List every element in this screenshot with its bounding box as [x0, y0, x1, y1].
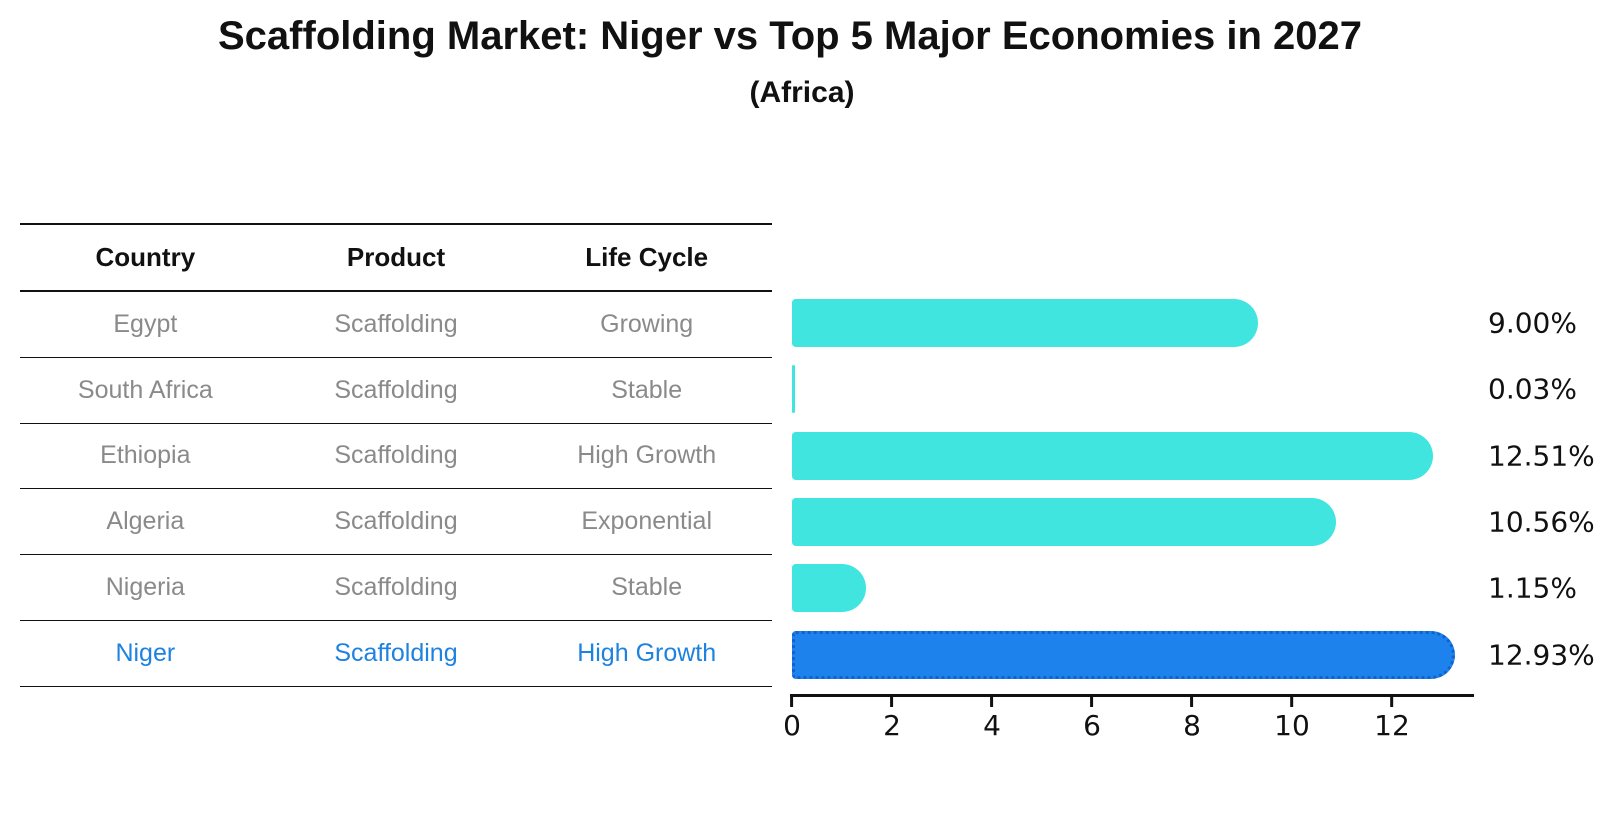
bar-row-south-africa: 0.03%	[792, 356, 1577, 422]
value-label-egypt: 9.00%	[1488, 306, 1577, 340]
bar-row-nigeria: 1.15%	[792, 555, 1577, 621]
x-tick-label: 10	[1274, 709, 1310, 742]
cell-lifecycle: Growing	[600, 309, 694, 338]
table-row: Egypt Scaffolding Growing	[20, 292, 772, 358]
value-label-algeria: 10.56%	[1488, 505, 1595, 539]
x-tick-mark	[1190, 696, 1194, 707]
x-tick: 2	[883, 696, 901, 742]
x-tick-label: 8	[1183, 709, 1201, 742]
cell-lifecycle: High Growth	[577, 441, 717, 470]
cell-lifecycle: Stable	[611, 573, 683, 602]
bar-row-ethiopia: 12.51%	[792, 423, 1595, 489]
cell-product: Scaffolding	[334, 573, 458, 602]
x-tick: 10	[1274, 696, 1310, 742]
table-header-row: Country Product Life Cycle	[20, 225, 772, 292]
column-header-lifecycle: Life Cycle	[585, 242, 709, 272]
cell-product: Scaffolding	[334, 441, 458, 470]
cell-lifecycle: Stable	[611, 375, 683, 404]
x-tick-mark	[1090, 696, 1094, 707]
cell-country: Nigeria	[105, 573, 185, 602]
value-label-nigeria: 1.15%	[1488, 571, 1577, 605]
cell-country: Niger	[115, 638, 176, 667]
cell-product: Scaffolding	[334, 507, 458, 536]
x-tick-mark	[1290, 696, 1294, 707]
table-row: Nigeria Scaffolding Stable	[20, 555, 772, 621]
bar-nigeria	[792, 564, 866, 613]
x-axis-line	[790, 694, 1474, 697]
bar-south-africa	[792, 365, 795, 414]
table-row: South Africa Scaffolding Stable	[20, 358, 772, 424]
chart-subtitle: (Africa)	[749, 76, 855, 109]
x-tick: 0	[783, 696, 801, 742]
bar-row-niger: 12.93%	[792, 622, 1595, 688]
x-tick-label: 0	[783, 709, 801, 742]
x-tick-mark	[890, 696, 894, 707]
x-tick-label: 6	[1083, 709, 1101, 742]
table-row: Ethiopia Scaffolding High Growth	[20, 424, 772, 490]
table-row: Niger Scaffolding High Growth	[20, 621, 772, 687]
x-tick-mark	[790, 696, 794, 707]
bar-egypt	[792, 299, 1258, 348]
x-tick-label: 2	[883, 709, 901, 742]
bar-row-egypt: 9.00%	[792, 290, 1577, 356]
value-label-ethiopia: 12.51%	[1488, 439, 1595, 473]
cell-country: Algeria	[106, 507, 185, 536]
table-row: Algeria Scaffolding Exponential	[20, 489, 772, 556]
x-axis-ticks: 0 2 4 6 8 10 12	[783, 696, 1472, 756]
cell-country: Ethiopia	[100, 441, 191, 470]
cell-country: South Africa	[77, 375, 213, 404]
x-tick-mark	[990, 696, 994, 707]
bar-algeria	[792, 498, 1336, 547]
bar-row-algeria: 10.56%	[792, 489, 1595, 555]
comparison-table: Country Product Life Cycle Egypt Scaffol…	[20, 223, 772, 687]
cell-lifecycle: High Growth	[577, 638, 717, 667]
x-tick-label: 12	[1374, 709, 1410, 742]
value-label-niger: 12.93%	[1488, 638, 1595, 672]
cell-lifecycle: Exponential	[581, 507, 712, 536]
bar-ethiopia	[792, 431, 1434, 480]
chart-title: Scaffolding Market: Niger vs Top 5 Major…	[218, 14, 1362, 58]
cell-product: Scaffolding	[334, 375, 458, 404]
x-tick-mark	[1390, 696, 1394, 707]
bar-niger-highlighted	[792, 630, 1455, 679]
cell-product: Scaffolding	[334, 309, 458, 338]
x-tick: 4	[983, 696, 1001, 742]
column-header-country: Country	[95, 242, 196, 272]
value-label-south-africa: 0.03%	[1488, 372, 1577, 406]
x-tick-label: 4	[983, 709, 1001, 742]
column-header-product: Product	[346, 242, 446, 272]
bar-plot-area: 9.00% 0.03% 12.51% 10.56% 1.15% 12.93%	[792, 290, 1595, 688]
cell-country: Egypt	[113, 309, 178, 338]
x-tick: 12	[1374, 696, 1410, 742]
cell-product: Scaffolding	[334, 638, 458, 667]
x-tick: 8	[1183, 696, 1201, 742]
x-tick: 6	[1083, 696, 1101, 742]
